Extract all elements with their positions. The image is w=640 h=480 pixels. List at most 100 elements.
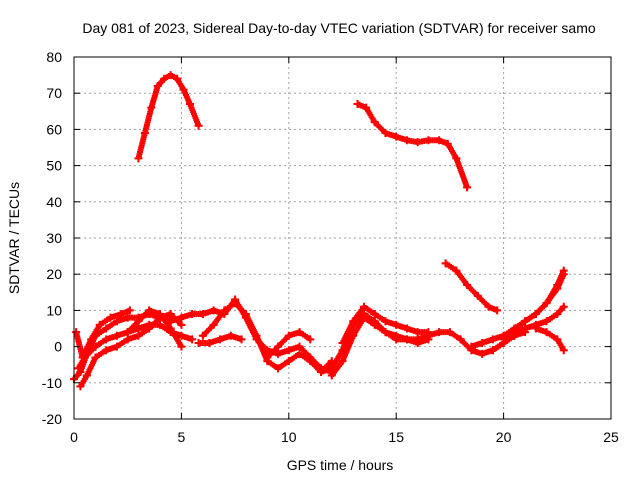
series-arc-low-3: [76, 310, 186, 391]
data-point: [95, 320, 104, 329]
data-point: [473, 291, 482, 300]
data-point: [263, 353, 272, 362]
data-point: [521, 324, 530, 333]
data-point: [327, 371, 336, 380]
data-point: [198, 331, 207, 340]
data-point: [263, 346, 272, 355]
data-point: [102, 335, 111, 344]
axis-tick-labels: 0 5 10 15 20 25 -20 -10 0 10 20 30 40 50 60 70 80: [42, 49, 619, 445]
data-point: [435, 136, 444, 145]
data-point: [295, 328, 304, 337]
data-point: [209, 306, 218, 315]
data-point: [102, 346, 111, 355]
y-tick-label: 20: [46, 266, 62, 282]
data-point: [72, 328, 81, 337]
data-point: [424, 136, 433, 145]
data-point: [134, 154, 143, 163]
data-point: [542, 328, 551, 337]
data-point: [226, 331, 235, 340]
data-point: [413, 338, 422, 347]
y-tick-label: -20: [42, 411, 62, 427]
data-point: [370, 118, 379, 127]
data-point: [488, 346, 497, 355]
data-point: [559, 266, 568, 275]
data-point: [463, 183, 472, 192]
data-point: [231, 295, 240, 304]
x-tick-label: 20: [496, 429, 512, 445]
data-point: [284, 331, 293, 340]
y-tick-label: 60: [46, 121, 62, 137]
data-point: [134, 317, 143, 326]
data-point: [185, 100, 194, 109]
data-point: [123, 335, 132, 344]
data-point: [194, 121, 203, 130]
data-point: [102, 324, 111, 333]
series-arc-low-11: [327, 313, 433, 380]
data-point: [241, 313, 250, 322]
data-point: [306, 353, 315, 362]
data-point: [295, 349, 304, 358]
x-tick-label: 5: [178, 429, 186, 445]
data-point: [510, 328, 519, 337]
y-tick-label: 0: [54, 339, 62, 355]
data-point: [381, 129, 390, 138]
data-point: [155, 320, 164, 329]
data-point: [76, 382, 85, 391]
series-arc-low-9: [263, 328, 315, 362]
data-point: [78, 353, 87, 362]
data-point: [145, 324, 154, 333]
data-point: [123, 328, 132, 337]
data-point: [284, 346, 293, 355]
data-point: [209, 320, 218, 329]
data-point: [349, 317, 358, 326]
data-point: [166, 310, 175, 319]
data-point: [179, 85, 188, 94]
data-point: [424, 335, 433, 344]
data-point: [370, 320, 379, 329]
data-point: [166, 324, 175, 333]
data-point: [82, 371, 91, 380]
axis-ticks: [73, 56, 612, 420]
data-point: [188, 335, 197, 344]
data-point: [452, 266, 461, 275]
data-point: [362, 103, 371, 112]
data-point: [531, 310, 540, 319]
data-point: [435, 328, 444, 337]
data-point: [413, 138, 422, 147]
data-point: [140, 129, 149, 138]
data-point: [402, 335, 411, 344]
data-point: [74, 364, 83, 373]
data-point: [147, 103, 156, 112]
data-point: [252, 335, 261, 344]
chart-title: Day 081 of 2023, Sidereal Day-to-day VTE…: [82, 20, 595, 36]
series-arc-low-4: [72, 306, 134, 362]
y-tick-label: -10: [42, 375, 62, 391]
series-arc-low-7: [198, 295, 336, 376]
data-point: [177, 331, 186, 340]
data-point: [478, 349, 487, 358]
data-point: [531, 324, 540, 333]
data-point: [306, 335, 315, 344]
data-point: [274, 364, 283, 373]
data-point: [370, 310, 379, 319]
data-point: [160, 74, 169, 83]
data-point: [488, 335, 497, 344]
data-point: [553, 310, 562, 319]
data-point: [284, 357, 293, 366]
y-tick-label: 10: [46, 302, 62, 318]
data-point: [112, 317, 121, 326]
data-point: [295, 342, 304, 351]
data-point: [452, 154, 461, 163]
x-tick-label: 0: [70, 429, 78, 445]
data-point: [463, 281, 472, 290]
data-point: [443, 139, 452, 148]
data-point: [392, 320, 401, 329]
data-point: [441, 259, 450, 268]
data-point: [123, 313, 132, 322]
data-point: [381, 317, 390, 326]
data-point: [413, 328, 422, 337]
data-point: [402, 136, 411, 145]
data-point: [424, 328, 433, 337]
series-arc-mid: [441, 259, 502, 315]
data-point: [117, 310, 126, 319]
